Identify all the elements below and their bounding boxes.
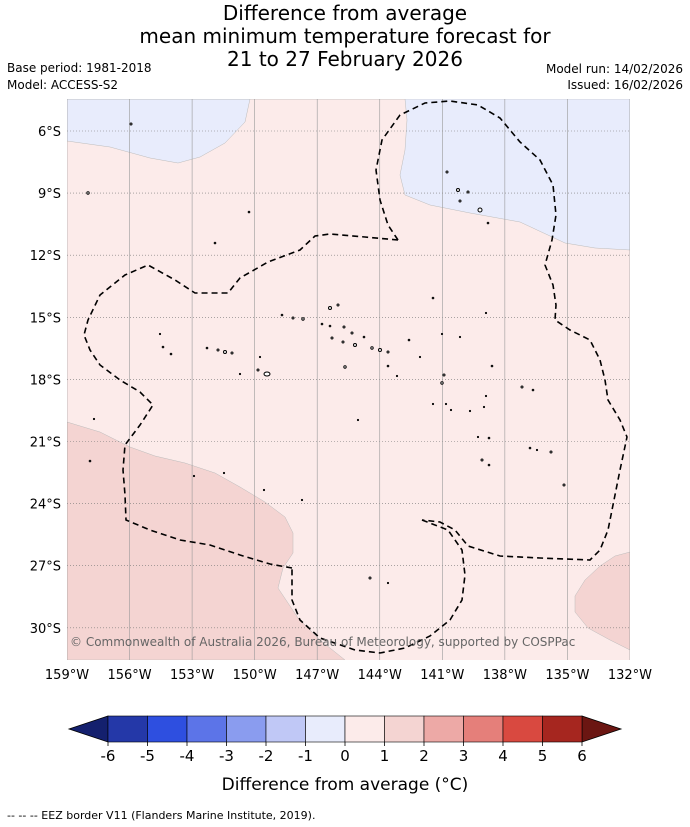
colorbar-segment bbox=[463, 715, 504, 743]
longitude-label: 150°W bbox=[233, 668, 277, 683]
colorbar-tick-label: 2 bbox=[419, 747, 429, 765]
colorbar-low-extension bbox=[67, 715, 109, 743]
colorbar-segment bbox=[344, 715, 385, 743]
colorbar: -6 -5 -4 -3 -2 -1 0 1 2 3 4 5 6 Difference from aver… bbox=[67, 715, 623, 795]
longitude-label: 132°W bbox=[608, 668, 652, 683]
colorbar-tick-label: -3 bbox=[219, 747, 234, 765]
longitude-label: 147°W bbox=[295, 668, 339, 683]
latitude-label: 27°S bbox=[30, 560, 61, 575]
map-area: © Commonwealth of Australia 2026, Bureau… bbox=[67, 99, 630, 660]
colorbar-segment bbox=[147, 715, 188, 743]
colorbar-segment bbox=[542, 715, 583, 743]
colorbar-segment bbox=[423, 715, 464, 743]
longitude-labels: 159°W 156°W 153°W 150°W 147°W 144°W 141°W 138°W… bbox=[45, 668, 652, 683]
colorbar-segment bbox=[502, 715, 543, 743]
colorbar-tick-label: -5 bbox=[140, 747, 155, 765]
longitude-label: 153°W bbox=[170, 668, 214, 683]
longitude-label: 144°W bbox=[358, 668, 402, 683]
model-name: Model: ACCESS-S2 bbox=[7, 78, 119, 92]
eez-border-south bbox=[291, 519, 466, 654]
colorbar-label: Difference from average (°C) bbox=[222, 775, 469, 795]
latitude-label: 9°S bbox=[38, 187, 61, 202]
colorbar-tick-label: 3 bbox=[459, 747, 469, 765]
colorbar-tick-label: 5 bbox=[538, 747, 548, 765]
anomaly-1-to-2-region-southwest bbox=[67, 421, 346, 660]
eez-border-central bbox=[83, 233, 399, 569]
colorbar-segment bbox=[107, 715, 148, 743]
colorbar-tick-label: -1 bbox=[298, 747, 313, 765]
base-period: Base period: 1981-2018 bbox=[7, 61, 152, 75]
copyright-text: © Commonwealth of Australia 2026, Bureau… bbox=[70, 635, 575, 649]
colorbar-segments bbox=[107, 715, 583, 743]
latitude-label: 6°S bbox=[38, 125, 61, 140]
longitude-label: 159°W bbox=[45, 668, 89, 683]
colorbar-segment bbox=[265, 715, 306, 743]
colorbar-high-extension bbox=[581, 715, 623, 743]
eez-border-east bbox=[375, 100, 628, 561]
colorbar-segment bbox=[384, 715, 425, 743]
longitude-label: 135°W bbox=[545, 668, 589, 683]
model-run: Model run: 14/02/2026 bbox=[545, 62, 683, 76]
colorbar-tick-label: -6 bbox=[101, 747, 116, 765]
colorbar-tick-label: 4 bbox=[498, 747, 508, 765]
title-line-3: 21 to 27 February 2026 bbox=[227, 47, 463, 71]
map-gridlines bbox=[67, 99, 630, 660]
latitude-label: 15°S bbox=[30, 311, 61, 326]
latitude-label: 24°S bbox=[30, 498, 61, 513]
longitude-label: 141°W bbox=[420, 668, 464, 683]
latitude-label: 12°S bbox=[30, 249, 61, 264]
colorbar-tick-label: 1 bbox=[380, 747, 390, 765]
longitude-label: 156°W bbox=[107, 668, 151, 683]
anomaly-neg1-to-0-region bbox=[67, 99, 630, 251]
colorbar-segment bbox=[305, 715, 346, 743]
latitude-label: 18°S bbox=[30, 373, 61, 388]
colorbar-tick-label: -4 bbox=[180, 747, 195, 765]
issued-date: Issued: 16/02/2026 bbox=[567, 78, 683, 92]
title-line-1: Difference from average bbox=[222, 1, 468, 25]
latitude-labels: 6°S 9°S 12°S 15°S 18°S 21°S 24°S 27°S 30°S bbox=[30, 125, 61, 637]
colorbar-segment bbox=[226, 715, 267, 743]
colorbar-tick-label: 0 bbox=[340, 747, 350, 765]
title-line-2: mean minimum temperature forecast for bbox=[139, 24, 551, 48]
colorbar-segment bbox=[186, 715, 227, 743]
colorbar-tick-labels: -6 -5 -4 -3 -2 -1 0 1 2 3 4 5 6 bbox=[101, 742, 587, 765]
islands bbox=[86, 122, 566, 585]
anomaly-1-to-2-region-southeast bbox=[574, 551, 630, 651]
latitude-label: 30°S bbox=[30, 622, 61, 637]
colorbar-tick-label: 6 bbox=[577, 747, 587, 765]
footer-note: -- -- -- EEZ border V11 (Flanders Marine… bbox=[7, 809, 316, 822]
eez-border bbox=[83, 100, 628, 654]
longitude-label: 138°W bbox=[483, 668, 527, 683]
colorbar-tick-label: -2 bbox=[259, 747, 274, 765]
latitude-label: 21°S bbox=[30, 436, 61, 451]
